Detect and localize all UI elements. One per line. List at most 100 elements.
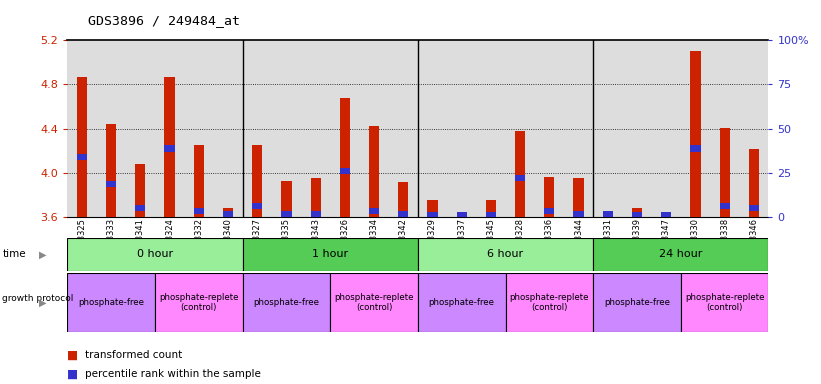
Bar bbox=[603, 210, 613, 217]
Bar bbox=[282, 210, 291, 217]
Bar bbox=[155, 40, 184, 217]
Bar bbox=[252, 203, 263, 209]
Bar bbox=[369, 209, 379, 215]
Bar bbox=[243, 273, 330, 332]
Text: phosphate-free: phosphate-free bbox=[604, 298, 670, 307]
Bar bbox=[155, 273, 243, 332]
Bar bbox=[340, 98, 350, 217]
Bar bbox=[77, 154, 87, 161]
Bar bbox=[252, 145, 263, 217]
Bar bbox=[632, 212, 642, 218]
Bar bbox=[544, 177, 554, 217]
Bar bbox=[506, 273, 594, 332]
Text: ■: ■ bbox=[67, 349, 79, 362]
Text: phosphate-replete
(control): phosphate-replete (control) bbox=[510, 293, 589, 312]
Text: phosphate-replete
(control): phosphate-replete (control) bbox=[685, 293, 764, 312]
Bar bbox=[428, 200, 438, 217]
Bar bbox=[573, 178, 584, 217]
Bar bbox=[340, 167, 350, 174]
Bar bbox=[77, 77, 87, 217]
Bar bbox=[486, 200, 496, 217]
Bar bbox=[515, 175, 525, 181]
Bar bbox=[418, 238, 593, 271]
Text: phosphate-free: phosphate-free bbox=[429, 298, 495, 307]
Bar bbox=[194, 145, 204, 217]
Text: ■: ■ bbox=[67, 368, 79, 381]
Text: phosphate-replete
(control): phosphate-replete (control) bbox=[334, 293, 414, 312]
Bar bbox=[360, 40, 388, 217]
Text: ▶: ▶ bbox=[39, 297, 47, 308]
Text: transformed count: transformed count bbox=[85, 350, 182, 360]
Bar bbox=[564, 40, 594, 217]
Bar bbox=[398, 182, 408, 217]
Bar bbox=[476, 40, 506, 217]
Bar bbox=[272, 40, 301, 217]
Bar bbox=[749, 205, 759, 211]
Bar bbox=[719, 203, 730, 209]
Text: 1 hour: 1 hour bbox=[312, 249, 348, 260]
Text: ▶: ▶ bbox=[39, 249, 47, 260]
Bar bbox=[106, 124, 117, 217]
Bar bbox=[544, 209, 554, 215]
Text: percentile rank within the sample: percentile rank within the sample bbox=[85, 369, 261, 379]
Bar bbox=[681, 273, 768, 332]
Bar bbox=[652, 40, 681, 217]
Bar bbox=[369, 126, 379, 217]
Bar bbox=[97, 40, 126, 217]
Bar bbox=[456, 212, 467, 218]
Bar bbox=[739, 40, 768, 217]
Text: phosphate-free: phosphate-free bbox=[78, 298, 144, 307]
Bar bbox=[184, 40, 213, 217]
Bar bbox=[749, 149, 759, 217]
Bar bbox=[506, 40, 534, 217]
Bar bbox=[681, 40, 710, 217]
Bar bbox=[164, 146, 175, 152]
Bar bbox=[67, 40, 97, 217]
Bar bbox=[388, 40, 418, 217]
Bar bbox=[330, 40, 360, 217]
Text: phosphate-free: phosphate-free bbox=[254, 298, 319, 307]
Text: 6 hour: 6 hour bbox=[488, 249, 524, 260]
Bar bbox=[593, 273, 681, 332]
Bar bbox=[690, 51, 700, 217]
Bar bbox=[710, 40, 739, 217]
Bar bbox=[310, 178, 321, 217]
Bar bbox=[67, 273, 155, 332]
Bar bbox=[135, 205, 145, 211]
Bar bbox=[418, 40, 447, 217]
Bar bbox=[310, 210, 321, 217]
Bar bbox=[194, 209, 204, 215]
Text: 24 hour: 24 hour bbox=[659, 249, 703, 260]
Text: time: time bbox=[2, 249, 26, 260]
Bar bbox=[632, 208, 642, 217]
Bar bbox=[301, 40, 330, 217]
Text: phosphate-replete
(control): phosphate-replete (control) bbox=[159, 293, 239, 312]
Bar bbox=[486, 212, 496, 218]
Bar bbox=[243, 238, 418, 271]
Bar bbox=[447, 40, 476, 217]
Bar bbox=[213, 40, 243, 217]
Bar bbox=[222, 210, 233, 217]
Bar bbox=[222, 208, 233, 217]
Bar bbox=[515, 131, 525, 217]
Bar bbox=[67, 238, 243, 271]
Bar bbox=[398, 210, 408, 217]
Bar bbox=[603, 217, 613, 250]
Bar bbox=[282, 180, 291, 217]
Bar bbox=[135, 164, 145, 217]
Bar bbox=[661, 214, 672, 217]
Bar bbox=[593, 238, 768, 271]
Bar bbox=[164, 77, 175, 217]
Bar bbox=[719, 127, 730, 217]
Bar bbox=[573, 210, 584, 217]
Bar bbox=[690, 146, 700, 152]
Bar bbox=[106, 181, 117, 187]
Text: GDS3896 / 249484_at: GDS3896 / 249484_at bbox=[88, 14, 240, 27]
Bar bbox=[126, 40, 155, 217]
Bar bbox=[622, 40, 652, 217]
Bar bbox=[534, 40, 564, 217]
Bar bbox=[661, 212, 672, 218]
Text: 0 hour: 0 hour bbox=[137, 249, 173, 260]
Bar bbox=[594, 40, 622, 217]
Bar bbox=[243, 40, 272, 217]
